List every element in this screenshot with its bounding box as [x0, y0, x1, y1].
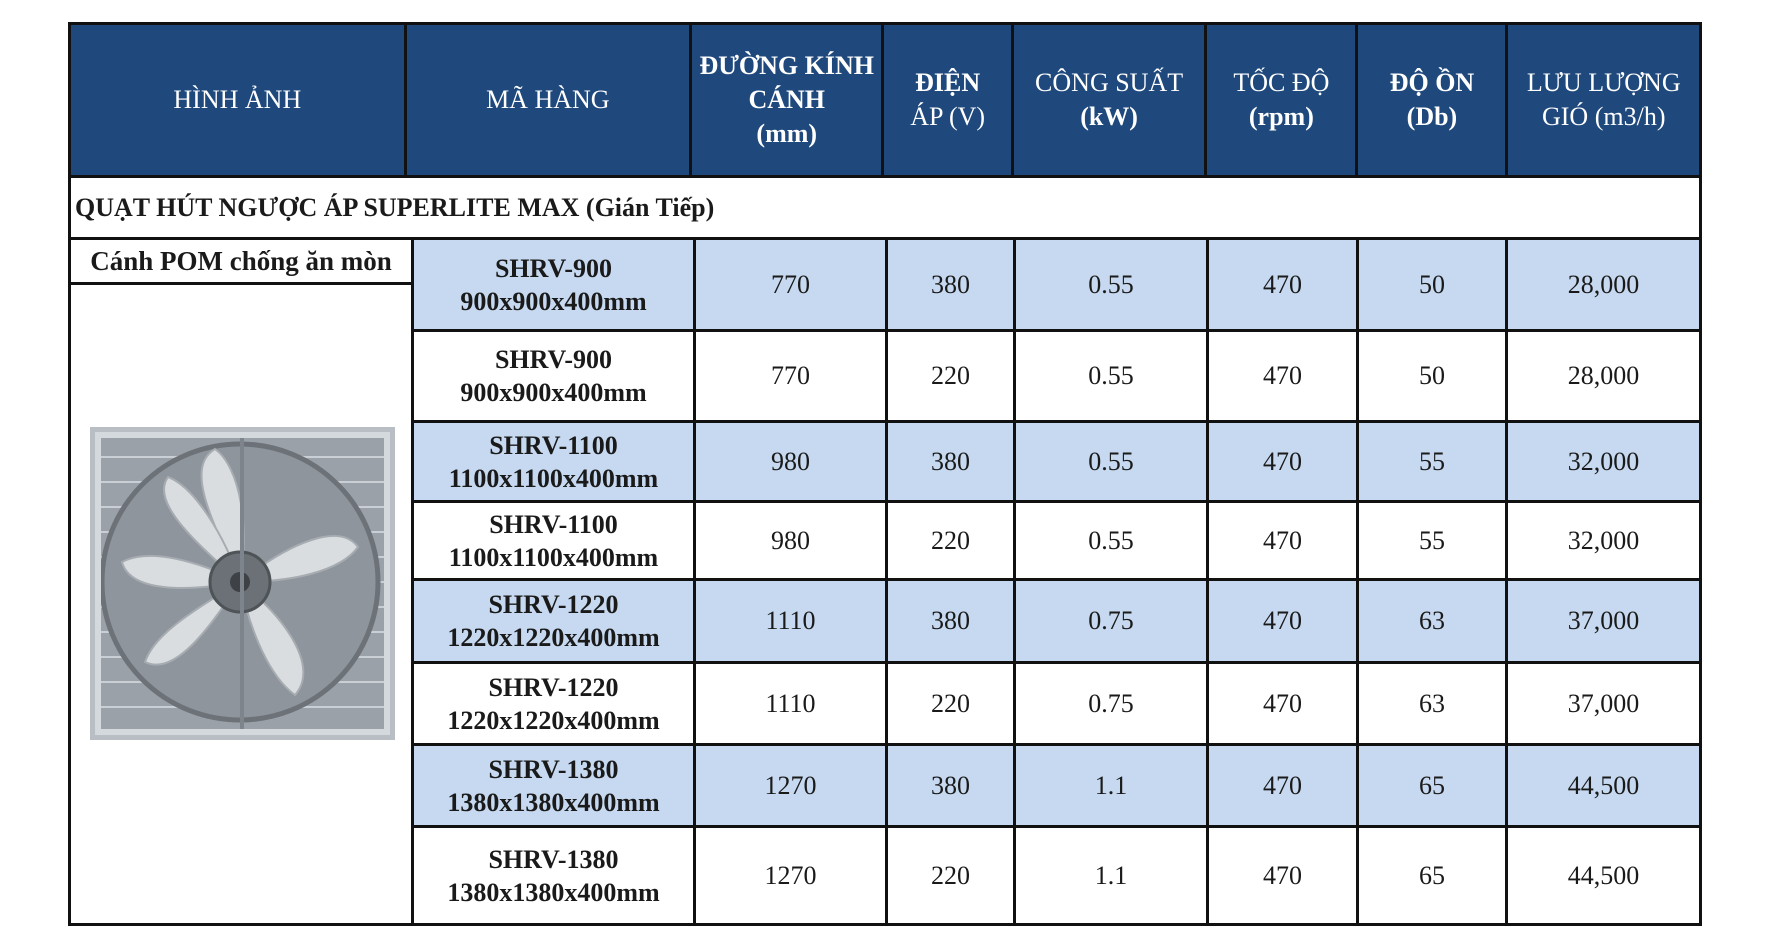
power-cell: 1.1: [1016, 828, 1209, 923]
image-column: [71, 240, 414, 923]
model-code: SHRV-1380: [488, 754, 619, 784]
model-size: 1220x1220x400mm: [447, 705, 660, 735]
table-row: SHRV-900 900x900x400mm 770 380 0.55 470 50 28,0…: [414, 240, 1699, 332]
section-title: QUẠT HÚT NGƯỢC ÁP SUPERLITE MAX (Gián Ti…: [71, 175, 1699, 240]
power-cell: 0.55: [1016, 240, 1209, 329]
model-size: 1100x1100x400mm: [448, 542, 659, 572]
table-row: SHRV-1100 1100x1100x400mm 980 220 0.55 470 55 3…: [414, 503, 1699, 581]
model-cell: SHRV-1220 1220x1220x400mm: [414, 581, 696, 661]
airflow-cell: 44,500: [1567, 770, 1640, 800]
speed-cell: 470: [1209, 581, 1359, 661]
power-cell: 0.55: [1016, 332, 1209, 420]
model-cell: SHRV-900 900x900x400mm: [414, 240, 696, 329]
header-code: MÃ HÀNG: [406, 25, 692, 175]
diameter-cell: 770: [696, 240, 888, 329]
noise-cell: 63: [1359, 664, 1508, 743]
voltage-cell: 220: [888, 664, 1016, 743]
model-cell: SHRV-1380 1380x1380x400mm: [414, 828, 696, 923]
table-row: SHRV-900 900x900x400mm 770 220 0.55 470 50 28,0…: [414, 332, 1699, 423]
model-cell: SHRV-1100 1100x1100x400mm: [414, 503, 696, 578]
airflow-cell: 32,000: [1567, 525, 1640, 555]
fan-image: [90, 427, 395, 740]
table-row: SHRV-1220 1220x1220x400mm 1110 380 0.75 470 63…: [414, 581, 1699, 664]
model-size: 1100x1100x400mm: [448, 463, 659, 493]
model-cell: SHRV-1100 1100x1100x400mm: [414, 423, 696, 500]
model-cell: SHRV-1220 1220x1220x400mm: [414, 664, 696, 743]
speed-cell: 470: [1209, 746, 1359, 825]
model-size: 1380x1380x400mm: [447, 877, 660, 907]
model-code: SHRV-1100: [489, 430, 618, 460]
table-row: SHRV-1220 1220x1220x400mm 1110 220 0.75 470 63…: [414, 664, 1699, 746]
noise-cell: 63: [1359, 581, 1508, 661]
power-cell: 0.75: [1016, 581, 1209, 661]
model-code: SHRV-1220: [488, 672, 619, 702]
voltage-cell: 220: [888, 332, 1016, 420]
header-diameter: ĐƯỜNG KÍNH CÁNH (mm): [691, 25, 885, 175]
airflow-cell: 37,000: [1567, 688, 1640, 718]
model-cell: SHRV-900 900x900x400mm: [414, 332, 696, 420]
diameter-cell: 980: [696, 503, 888, 578]
diameter-cell: 1270: [696, 828, 888, 923]
airflow-cell: 28,000: [1567, 361, 1640, 390]
power-cell: 0.55: [1016, 423, 1209, 500]
header-power: CÔNG SUẤT (kW): [1013, 25, 1208, 175]
power-cell: 0.75: [1016, 664, 1209, 743]
airflow-cell: 28,000: [1567, 269, 1640, 299]
speed-cell: 470: [1209, 828, 1359, 923]
noise-cell: 50: [1359, 240, 1508, 329]
header-image: HÌNH ẢNH: [71, 25, 407, 175]
speed-cell: 470: [1209, 332, 1359, 420]
noise-cell: 55: [1359, 423, 1508, 500]
model-code: SHRV-1220: [488, 590, 619, 619]
speed-cell: 470: [1209, 423, 1359, 500]
model-size: 1220x1220x400mm: [447, 623, 660, 652]
noise-cell: 50: [1359, 332, 1508, 420]
table-row: SHRV-1380 1380x1380x400mm 1270 380 1.1 470 65 4…: [414, 746, 1699, 828]
power-cell: 1.1: [1016, 746, 1209, 825]
model-size: 1380x1380x400mm: [447, 787, 660, 817]
model-code: SHRV-900: [494, 253, 613, 283]
power-cell: 0.55: [1016, 503, 1209, 578]
model-code: SHRV-1380: [488, 844, 619, 874]
speed-cell: 470: [1209, 240, 1359, 329]
noise-cell: 55: [1359, 503, 1508, 578]
noise-cell: 65: [1359, 746, 1508, 825]
diameter-cell: 1270: [696, 746, 888, 825]
model-size: 900x900x400mm: [460, 378, 647, 407]
voltage-cell: 380: [888, 423, 1016, 500]
header-noise: ĐỘ ỒN (Db): [1358, 25, 1509, 175]
speed-cell: 470: [1209, 503, 1359, 578]
voltage-cell: 380: [888, 240, 1016, 329]
model-code: SHRV-900: [494, 345, 613, 374]
diameter-cell: 1110: [696, 664, 888, 743]
model-cell: SHRV-1380 1380x1380x400mm: [414, 746, 696, 825]
diameter-cell: 1110: [696, 581, 888, 661]
airflow-cell: 37,000: [1567, 606, 1640, 635]
fan-illustration: [90, 427, 395, 740]
model-size: 900x900x400mm: [460, 286, 647, 316]
blade-note: Cánh POM chống ăn mòn: [71, 240, 411, 285]
voltage-cell: 220: [888, 828, 1016, 923]
model-code: SHRV-1100: [489, 509, 618, 539]
table-frame: [68, 22, 1702, 926]
table-row: SHRV-1100 1100x1100x400mm 980 380 0.55 470 55 3…: [414, 423, 1699, 503]
diameter-cell: 980: [696, 423, 888, 500]
airflow-cell: 32,000: [1567, 446, 1640, 476]
speed-cell: 470: [1209, 664, 1359, 743]
noise-cell: 65: [1359, 828, 1508, 923]
table-header: HÌNH ẢNH MÃ HÀNG ĐƯỜNG KÍNH CÁNH (mm) ĐIỆN…: [71, 25, 1699, 175]
header-airflow: LƯU LƯỢNG GIÓ (m3/h): [1508, 25, 1699, 175]
airflow-cell: 44,500: [1567, 860, 1640, 890]
voltage-cell: 380: [888, 581, 1016, 661]
header-speed: TỐC ĐỘ (rpm): [1207, 25, 1359, 175]
table-row: SHRV-1380 1380x1380x400mm 1270 220 1.1 470 65 4…: [414, 828, 1699, 923]
header-voltage: ĐIỆN ÁP (V): [884, 25, 1014, 175]
voltage-cell: 380: [888, 746, 1016, 825]
diameter-cell: 770: [696, 332, 888, 420]
voltage-cell: 220: [888, 503, 1016, 578]
